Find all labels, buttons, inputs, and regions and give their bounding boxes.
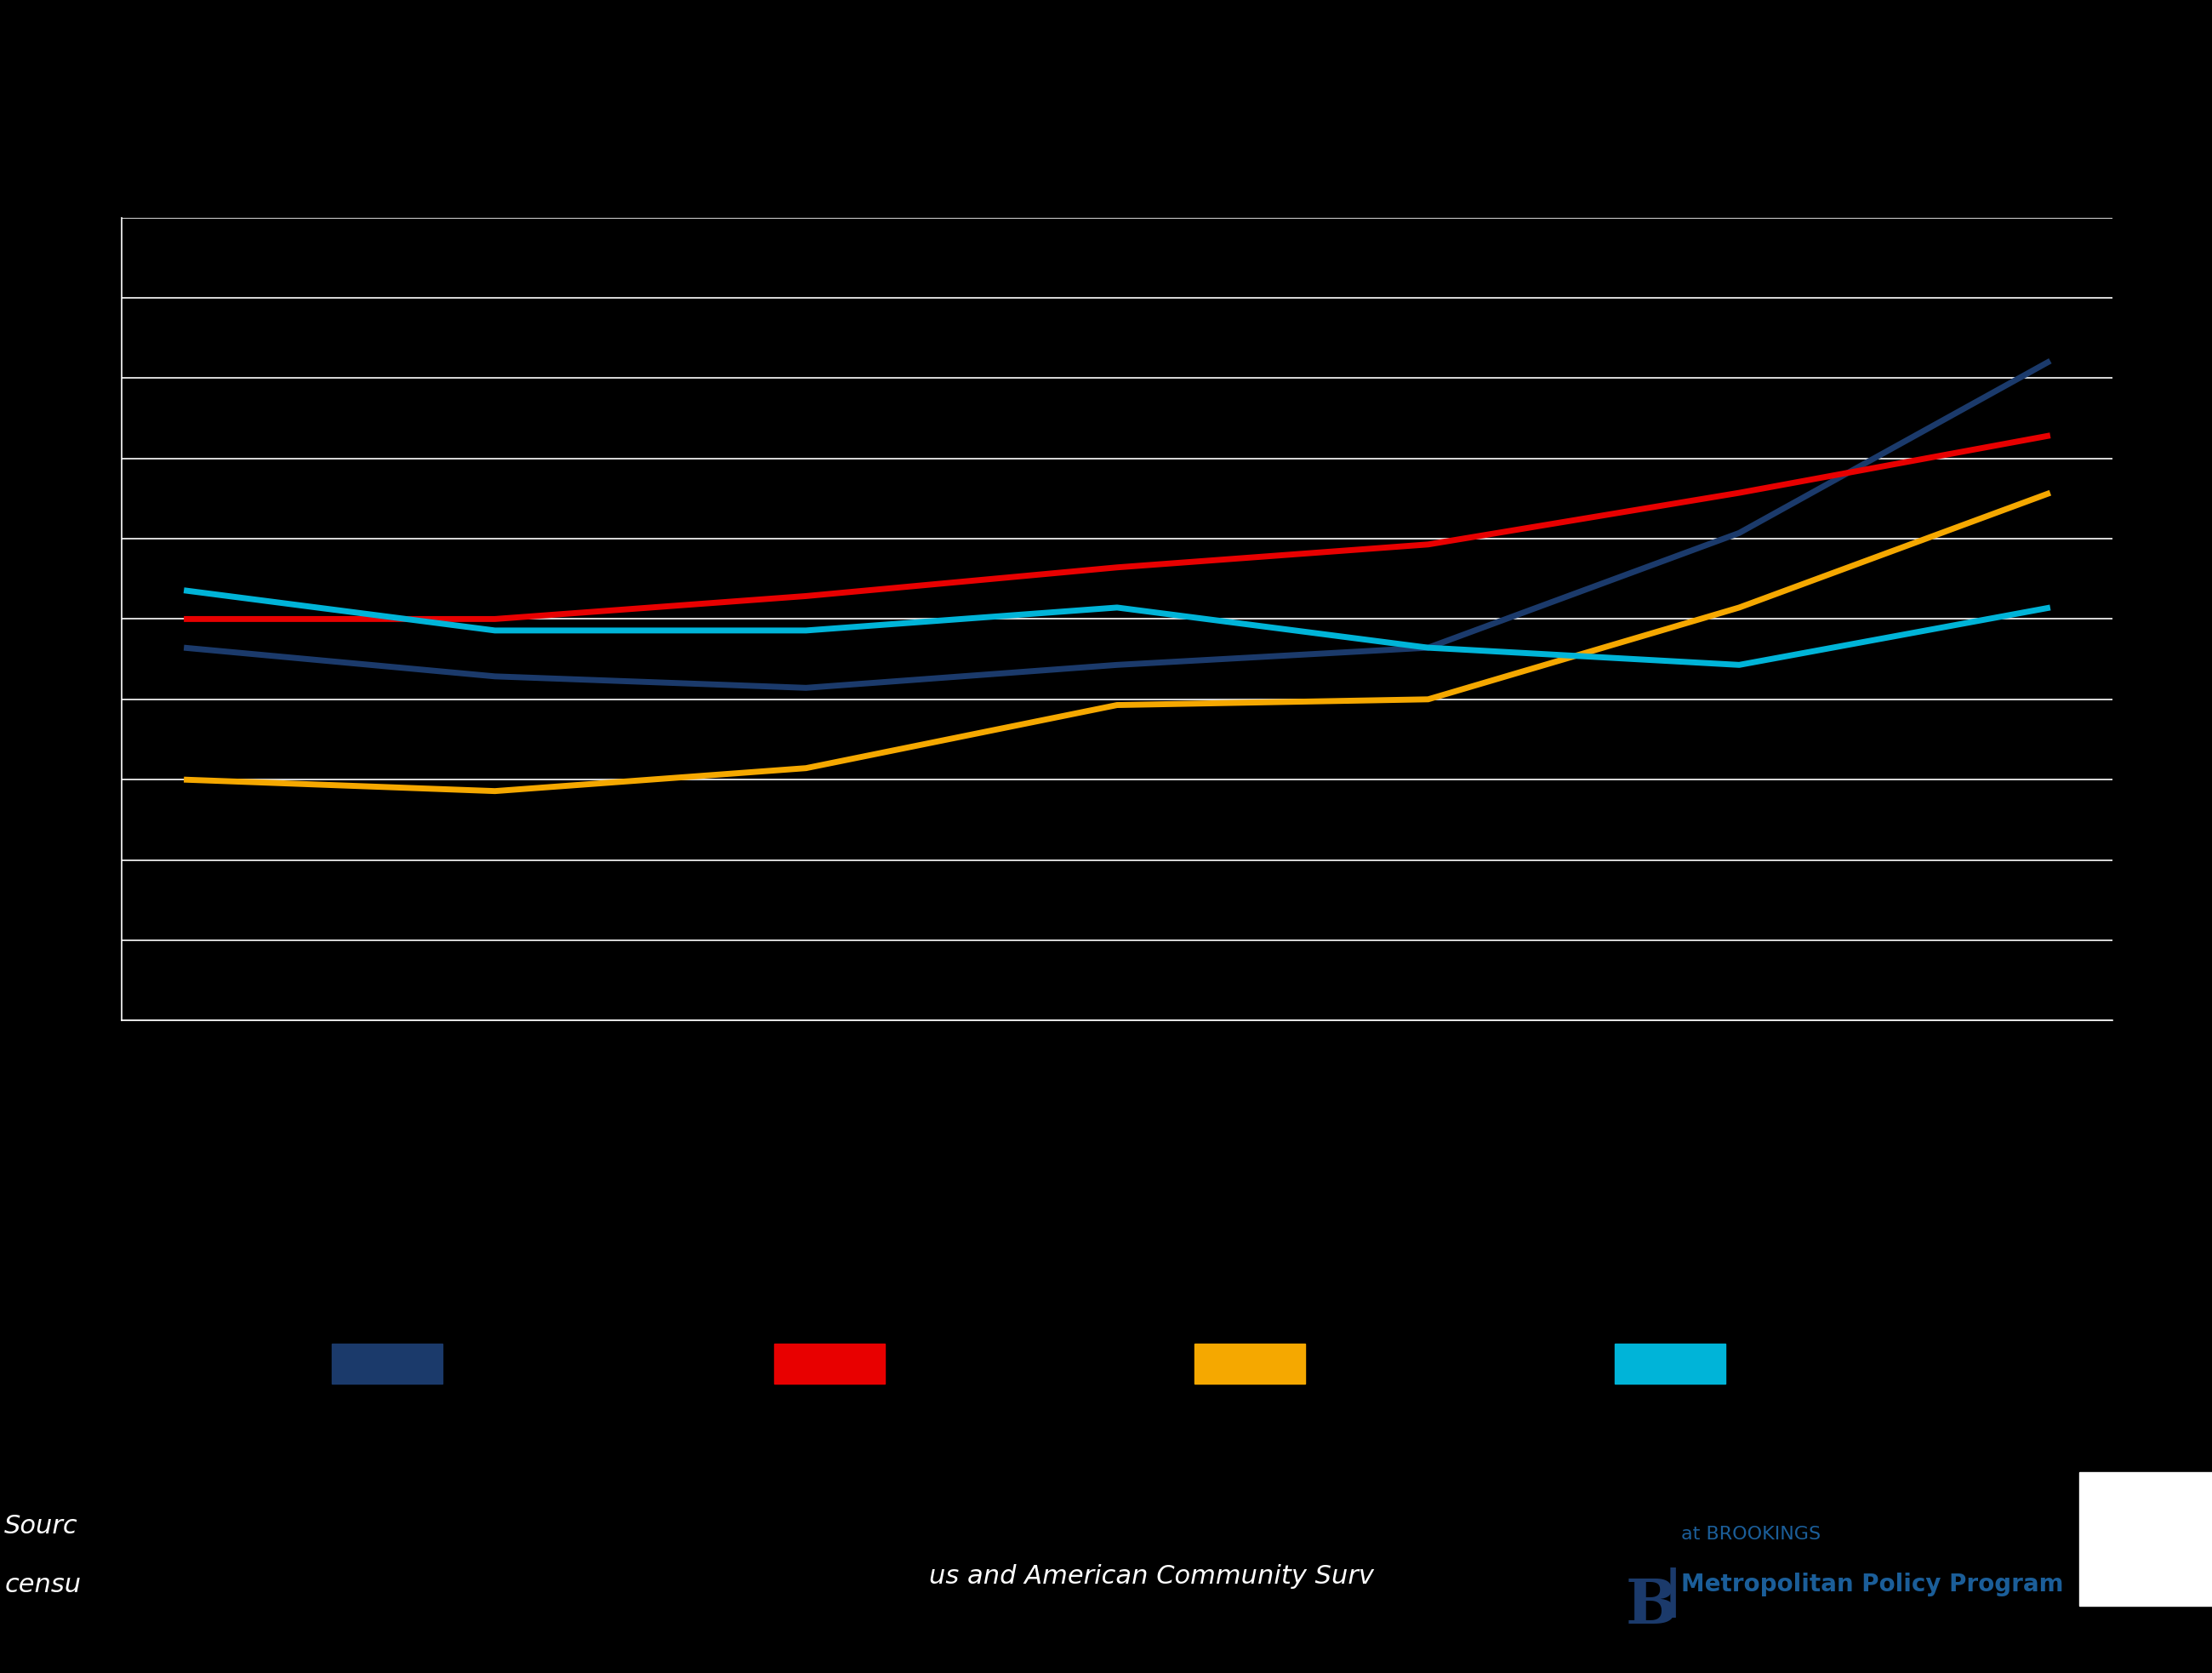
Text: B: B: [1626, 1576, 1679, 1636]
Text: us and American Community Surv: us and American Community Surv: [929, 1564, 1374, 1589]
Text: |: |: [1663, 1568, 1681, 1618]
Text: censu: censu: [4, 1573, 82, 1598]
Text: at BROOKINGS: at BROOKINGS: [1681, 1526, 1820, 1543]
Text: Sourc: Sourc: [4, 1514, 77, 1539]
Text: Metropolitan Policy Program: Metropolitan Policy Program: [1681, 1573, 2064, 1596]
